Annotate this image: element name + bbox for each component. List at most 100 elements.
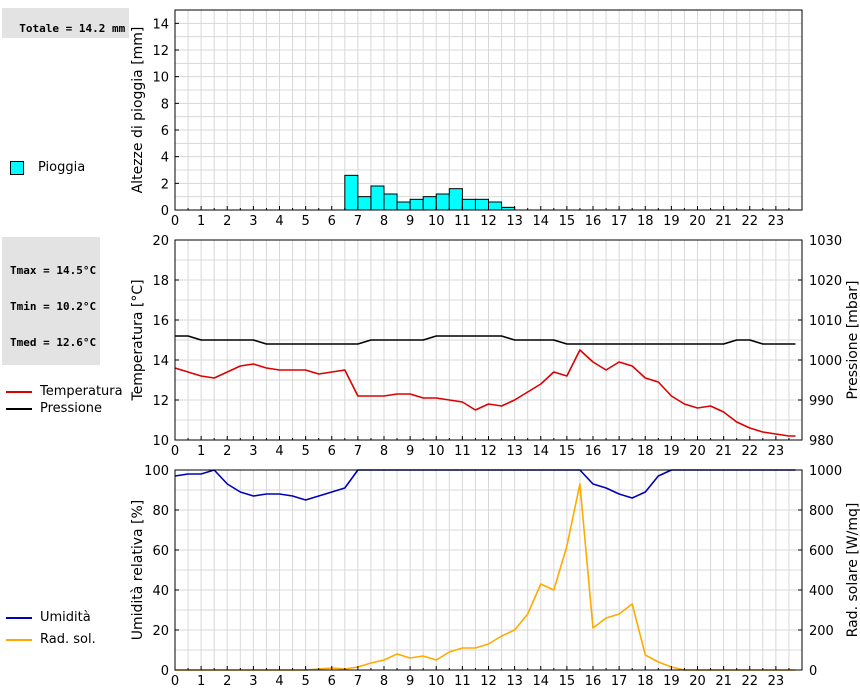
panel1-x-tick-label: 11: [454, 214, 471, 229]
panel2-x-tick-label: 18: [637, 444, 654, 459]
panel3-y-tick-label: 100: [144, 464, 169, 479]
panel3-x-tick-label: 16: [585, 674, 602, 689]
panel3-x-tick-label: 17: [611, 674, 628, 689]
panel2-x-tick-label: 17: [611, 444, 628, 459]
panel3-x-tick-label: 13: [506, 674, 523, 689]
panel2-x-tick-label: 13: [506, 444, 523, 459]
rain-bar: [357, 196, 372, 211]
panel2-x-tick-label: 10: [428, 444, 445, 459]
panel2-y-axis-title: Temperatura [°C]: [130, 279, 146, 401]
panel2-y-tick-label: 16: [152, 314, 169, 329]
panel1-x-tick-label: 18: [637, 214, 654, 229]
panel1-x-tick-label: 22: [741, 214, 758, 229]
legend-temperature-swatch: [6, 390, 32, 393]
rain-bar: [383, 193, 398, 211]
panel3-y-tick-label: 80: [152, 504, 169, 519]
panel1-y-tick-label: 2: [161, 177, 169, 192]
panel1-x-tick-label: 15: [559, 214, 576, 229]
panel1-y-tick-label: 8: [161, 97, 169, 112]
panel2-x-tick-label: 23: [768, 444, 785, 459]
panel2-x-tick-label: 5: [301, 444, 309, 459]
panel1-y-tick-label: 10: [152, 71, 169, 86]
panel2-x-tick-label: 11: [454, 444, 471, 459]
panel3-y-tick-label: 60: [152, 544, 169, 559]
legend-radiation: Rad. sol.: [6, 632, 96, 647]
panel3-x-tick-label: 11: [454, 674, 471, 689]
panel2-x-tick-label: 15: [559, 444, 576, 459]
panel3-y-tick-label: 40: [152, 584, 169, 599]
panel2-x-tick-label: 16: [585, 444, 602, 459]
legend-pressure-swatch: [6, 407, 32, 410]
panel3-x-tick-label: 15: [559, 674, 576, 689]
panel3-x-tick-label: 18: [637, 674, 654, 689]
panel1-y-tick-label: 14: [152, 17, 169, 32]
panel2-x-tick-label: 20: [689, 444, 706, 459]
panel2-x-tick-label: 7: [354, 444, 362, 459]
panel3-x-tick-label: 10: [428, 674, 445, 689]
panel2-y-tick-label: 12: [152, 394, 169, 409]
panel3-x-tick-label: 20: [689, 674, 706, 689]
panel3-y2-tick-label: 0: [809, 664, 817, 679]
panel2-x-tick-label: 3: [249, 444, 257, 459]
panel1-x-tick-label: 16: [585, 214, 602, 229]
panel1-x-tick-label: 19: [663, 214, 680, 229]
rain-bar: [422, 196, 437, 211]
rain-bar: [435, 193, 450, 211]
rain-bar: [344, 174, 359, 211]
panel1-x-tick-label: 0: [171, 214, 179, 229]
legend-humidity-swatch: [6, 616, 32, 619]
rain-bar: [396, 201, 411, 211]
panel1-x-tick-label: 7: [354, 214, 362, 229]
panel3-x-tick-label: 3: [249, 674, 257, 689]
panel2-x-tick-label: 22: [741, 444, 758, 459]
tmax-label: Tmax = 14.5°C: [10, 264, 97, 277]
panel3-y2-tick-label: 1000: [809, 464, 842, 479]
panel3-x-tick-label: 6: [328, 674, 336, 689]
panel2-y2-tick-label: 1000: [809, 354, 842, 369]
legend-pressure: Pressione: [6, 401, 102, 416]
pressure-line: [175, 335, 796, 345]
panel3-y2-tick-label: 200: [809, 624, 834, 639]
panel1-x-tick-label: 2: [223, 214, 231, 229]
panel1-x-tick-label: 1: [197, 214, 205, 229]
panel3-y2-tick-label: 800: [809, 504, 834, 519]
panel2-x-tick-label: 9: [406, 444, 414, 459]
panel3-y-tick-label: 20: [152, 624, 169, 639]
panel1-x-tick-label: 6: [328, 214, 336, 229]
panel1-x-tick-label: 13: [506, 214, 523, 229]
panel2-x-tick-label: 2: [223, 444, 231, 459]
panel3-x-tick-label: 21: [715, 674, 732, 689]
panel2-x-tick-label: 8: [380, 444, 388, 459]
panel2-y2-tick-label: 1010: [809, 314, 842, 329]
radiation-line: [175, 483, 796, 671]
temperature-stats-box: Tmax = 14.5°C Tmin = 10.2°C Tmed = 12.6°…: [2, 237, 101, 365]
panel3-x-tick-label: 2: [223, 674, 231, 689]
panel1-y-tick-label: 4: [161, 151, 169, 166]
legend-radiation-label: Rad. sol.: [40, 632, 96, 647]
panel1-x-tick-label: 5: [301, 214, 309, 229]
tmin-label: Tmin = 10.2°C: [10, 300, 97, 313]
rain-bar: [474, 198, 489, 211]
panel2-x-tick-label: 14: [532, 444, 549, 459]
panel3-x-tick-label: 12: [480, 674, 497, 689]
panel2-y2-tick-label: 990: [809, 394, 834, 409]
panel1-y-tick-label: 0: [161, 204, 169, 219]
panel1-x-tick-label: 10: [428, 214, 445, 229]
panel2-x-tick-label: 19: [663, 444, 680, 459]
legend-rain-label: Pioggia: [38, 160, 86, 175]
panel3-x-tick-label: 4: [275, 674, 283, 689]
panel2-y2-tick-label: 1030: [809, 234, 842, 249]
panel2-x-tick-label: 12: [480, 444, 497, 459]
panel3-x-tick-label: 19: [663, 674, 680, 689]
panel1-x-tick-label: 17: [611, 214, 628, 229]
panel3-y2-tick-label: 400: [809, 584, 834, 599]
panel1-x-tick-label: 23: [768, 214, 785, 229]
rain-bar: [409, 198, 424, 211]
panel1-x-tick-label: 4: [275, 214, 283, 229]
panel1-x-tick-label: 8: [380, 214, 388, 229]
panel1-x-tick-label: 20: [689, 214, 706, 229]
legend-humidity: Umidità: [6, 610, 91, 625]
panel1-y-tick-label: 6: [161, 124, 169, 139]
panel3-y2-tick-label: 600: [809, 544, 834, 559]
